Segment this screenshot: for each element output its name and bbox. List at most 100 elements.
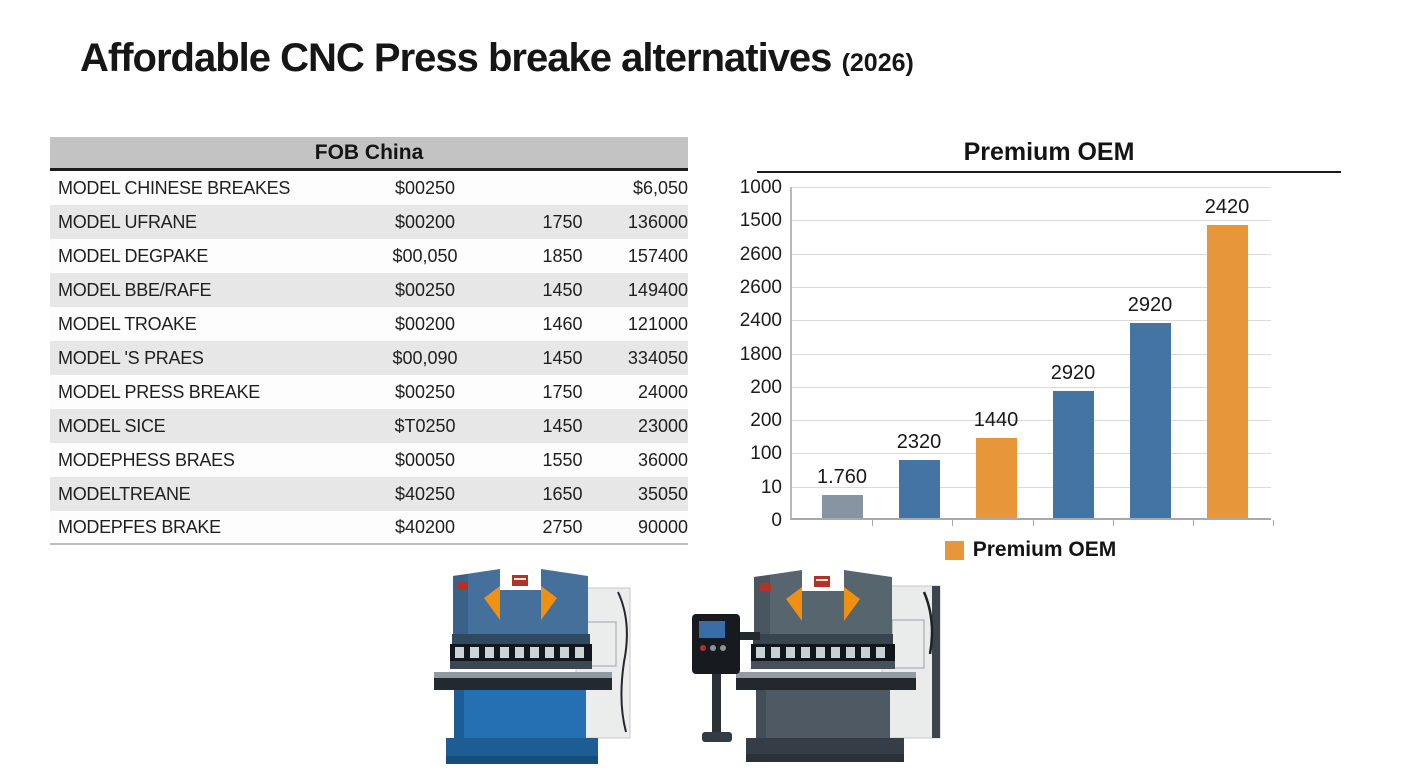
table-row: MODEPFES BRAKE $40200 2750 90000	[50, 511, 688, 545]
table-row: MODEL BBE/RAFE $00250 1450 149400	[50, 273, 688, 307]
chart-bar-5	[1130, 323, 1171, 518]
machine-base	[446, 738, 598, 756]
table-cell-col4: 23000	[637, 415, 688, 436]
chart-title-underline	[757, 171, 1341, 173]
machine-crown	[754, 570, 892, 634]
table-cell-price: $00250	[394, 177, 456, 198]
page-title: Affordable CNC Press breake alternatives…	[80, 36, 914, 81]
logo-stripe	[816, 579, 828, 581]
table-cell-model: MODEL 'S PRAES	[58, 347, 204, 368]
machine-ram	[753, 634, 893, 644]
table-header-label: FOB China	[314, 140, 424, 164]
table-cell-col4: 334050	[627, 347, 688, 368]
table-cell-price: $00200	[394, 313, 456, 334]
chart-bar-3	[976, 438, 1017, 518]
x-axis-tick	[1192, 520, 1194, 526]
table-cell-col3: 1450	[542, 347, 583, 368]
table-cell-col3: 2750	[542, 516, 583, 537]
table-row: MODELTREANE $40250 1650 35050	[50, 477, 688, 511]
page-title-text: Affordable CNC Press breake alternatives	[80, 36, 832, 80]
machine-foot	[746, 754, 904, 762]
table-row: MODEL TROAKE $00200 1460 121000	[50, 307, 688, 341]
fob-table-body: MODEL CHINESE BREAKES $00250 $6,050 MODEL U…	[50, 171, 688, 545]
gridline	[792, 286, 1271, 288]
chart-bar-1	[822, 495, 863, 518]
legend-label: Premium OEM	[972, 538, 1117, 561]
chart-title: Premium OEM	[963, 138, 1135, 166]
bed-highlight	[434, 672, 612, 678]
table-cell-price: $00050	[394, 449, 456, 470]
orange-accent-left	[484, 586, 500, 620]
gridline	[792, 486, 1271, 488]
clamp-segments	[455, 647, 584, 658]
gridline	[792, 187, 1271, 188]
table-cell-col4: 35050	[637, 483, 688, 504]
lower-beam	[450, 661, 592, 669]
table-cell-model: MODEL CHINESE BREAKES	[58, 177, 291, 198]
gridline	[792, 353, 1271, 355]
table-cell-model: MODEL BBE/RAFE	[58, 279, 212, 300]
table-cell-col3: 1650	[542, 483, 583, 504]
bar-value-label: 1.760	[816, 466, 868, 488]
table-cell-model: MODEL UFRANE	[58, 211, 197, 232]
y-axis-tick-label: 2600	[739, 243, 782, 265]
table-cell-price: $T0250	[394, 415, 456, 436]
table-row: MODEL 'S PRAES $00,090 1450 334050	[50, 341, 688, 375]
pendant-arm	[738, 632, 760, 640]
fob-china-table: FOB China MODEL CHINESE BREAKES $00250 $6,…	[50, 137, 688, 545]
bar-value-label: 2920	[1050, 362, 1096, 384]
table-cell-price: $40200	[394, 516, 456, 537]
bar-value-label: 1440	[973, 409, 1019, 431]
x-axis-tick	[872, 520, 874, 526]
table-cell-model: MODEL PRESS BREAKE	[58, 381, 260, 402]
pendant-foot	[702, 732, 732, 742]
chart-bar-4	[1053, 391, 1094, 518]
logo-badge	[814, 576, 830, 587]
table-cell-model: MODEPFES BRAKE	[58, 516, 221, 537]
table-cell-model: MODEL TROAKE	[58, 313, 197, 334]
table-cell-col4: $6,050	[632, 177, 688, 198]
table-cell-col3: 1450	[542, 415, 583, 436]
table-cell-col3: 1750	[542, 381, 583, 402]
logo-badge	[512, 575, 528, 586]
table-cell-price: $00250	[394, 381, 456, 402]
machine-foot	[446, 756, 598, 764]
table-cell-model: MODEPHESS BRAES	[58, 449, 235, 470]
y-axis-tick-label: 200	[750, 410, 782, 432]
gridline	[792, 386, 1271, 388]
table-cell-col3: 1460	[542, 313, 583, 334]
press-brake-machine-image-gray	[692, 570, 941, 762]
table-row: MODEPHESS BRAES $00050 1550 36000	[50, 443, 688, 477]
bar-value-label: 2320	[896, 431, 942, 453]
cabinet-edge	[932, 586, 940, 738]
table-cell-price: $00,090	[392, 347, 458, 368]
bar-value-label: 2920	[1127, 294, 1173, 316]
pendant-button	[720, 645, 726, 651]
table-cell-col4: 136000	[627, 211, 688, 232]
machine-bed	[736, 678, 916, 690]
table-row: MODEL PRESS BREAKE $00250 1750 24000	[50, 375, 688, 409]
premium-oem-chart: Premium OEM 1000 1500 2600 2600 2400 1800 200 2…	[730, 138, 1345, 583]
table-cell-price: $00250	[394, 279, 456, 300]
press-brake-machine-image-blue	[434, 569, 631, 764]
pendant-button	[710, 645, 716, 651]
x-axis-tick	[1273, 520, 1274, 526]
table-cell-price: $00200	[394, 211, 456, 232]
table-cell-col4: 90000	[637, 516, 688, 537]
chart-bar-2	[899, 460, 940, 518]
y-axis-tick-label: 1800	[739, 343, 782, 365]
x-axis-tick	[1032, 520, 1034, 526]
machine-body	[756, 690, 890, 738]
table-cell-model: MODELTREANE	[58, 483, 191, 504]
y-axis-tick-label: 0	[771, 510, 782, 531]
gridline	[792, 453, 1271, 455]
table-cell-model: MODEL DEGPAKE	[58, 245, 209, 266]
table-cell-col4: 36000	[637, 449, 688, 470]
table-row: MODEL UFRANE $00200 1750 136000	[50, 205, 688, 239]
orange-accent-right	[541, 586, 557, 620]
gridline	[792, 420, 1271, 422]
table-cell-col3: 1550	[542, 449, 583, 470]
chart-plot: 1.760 2320 1440 2920 2920 2420	[790, 187, 1274, 526]
x-axis-tick	[1112, 520, 1114, 526]
